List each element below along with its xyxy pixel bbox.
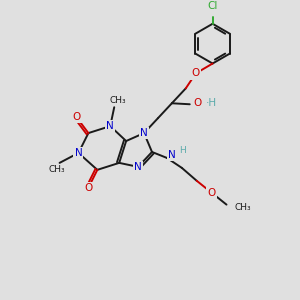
Text: O: O <box>208 188 216 198</box>
Text: CH₃: CH₃ <box>48 165 65 174</box>
Text: N: N <box>140 128 148 138</box>
Text: CH₃: CH₃ <box>235 203 251 212</box>
Text: N: N <box>168 150 176 160</box>
Text: Cl: Cl <box>207 1 218 11</box>
Text: ·H: ·H <box>206 98 217 108</box>
Text: O: O <box>194 98 202 108</box>
Text: CH₃: CH₃ <box>110 96 127 105</box>
Text: O: O <box>84 183 92 193</box>
Text: O: O <box>192 68 200 79</box>
Text: H: H <box>179 146 186 155</box>
Text: O: O <box>72 112 81 122</box>
Text: N: N <box>134 162 142 172</box>
Text: N: N <box>106 121 114 131</box>
Text: N: N <box>75 148 82 158</box>
